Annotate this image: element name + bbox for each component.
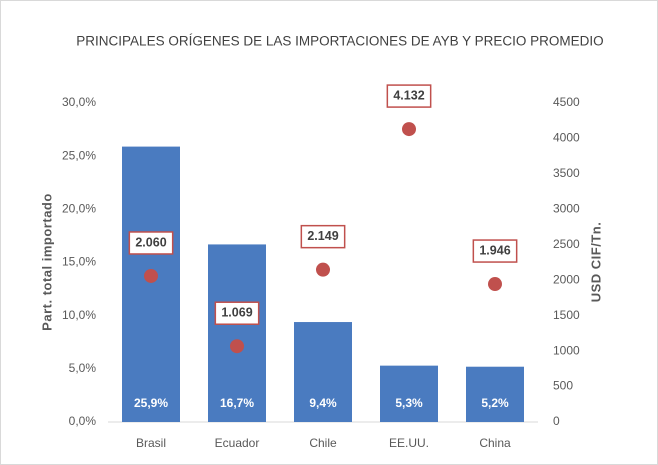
x-tick-label: China	[479, 436, 511, 450]
price-dot	[488, 277, 502, 292]
bar	[380, 365, 438, 422]
price-dot	[402, 122, 416, 137]
chart-title: PRINCIPALES ORÍGENES DE LAS IMPORTACIONE…	[76, 34, 603, 49]
y2-tick-label: 4500	[553, 95, 580, 109]
x-tick-label: Ecuador	[215, 436, 260, 450]
y2-axis-title: USD CIF/Tn.	[588, 222, 603, 303]
y-tick-label: 25,0%	[62, 148, 96, 162]
bar-value-label: 16,7%	[220, 396, 254, 410]
y2-tick-label: 1500	[553, 308, 580, 322]
price-value-label: 1.946	[479, 243, 510, 257]
y2-tick-label: 3000	[553, 202, 580, 216]
y2-tick-label: 3500	[553, 166, 580, 180]
bar	[122, 146, 180, 422]
price-value-label: 2.149	[307, 229, 338, 243]
y-tick-label: 5,0%	[69, 361, 97, 375]
data-label-box	[386, 84, 432, 108]
y2-tick-label: 2000	[553, 272, 580, 286]
price-dot	[230, 339, 244, 354]
y2-tick-label: 500	[553, 379, 573, 393]
bar	[294, 322, 352, 422]
bar	[466, 366, 524, 422]
data-label-box	[300, 224, 346, 249]
price-value-label: 4.132	[393, 88, 424, 102]
x-tick-label: Chile	[309, 436, 337, 450]
data-label-box	[214, 301, 260, 325]
y-tick-label: 0,0%	[69, 414, 97, 428]
data-label-box	[472, 239, 518, 263]
bar-value-label: 5,2%	[481, 396, 509, 410]
y-tick-label: 20,0%	[62, 202, 96, 216]
y-tick-label: 30,0%	[62, 95, 96, 109]
bar	[208, 244, 266, 422]
x-tick-label: Brasil	[136, 436, 166, 450]
bar-value-label: 9,4%	[309, 396, 337, 410]
bar-value-label: 25,9%	[134, 396, 168, 410]
price-value-label: 2.060	[135, 235, 166, 249]
x-tick-label: EE.UU.	[389, 436, 429, 450]
price-dot	[316, 262, 330, 277]
y-axis-title: Part. total importado	[39, 193, 54, 331]
price-dot	[144, 268, 158, 283]
y-tick-label: 15,0%	[62, 255, 96, 269]
y2-tick-label: 0	[553, 414, 560, 428]
y2-tick-label: 2500	[553, 237, 580, 251]
bar-value-label: 5,3%	[395, 396, 423, 410]
y2-tick-label: 1000	[553, 343, 580, 357]
y-tick-label: 10,0%	[62, 308, 96, 322]
price-value-label: 1.069	[221, 306, 252, 320]
data-label-box	[128, 231, 174, 255]
y2-tick-label: 4000	[553, 131, 580, 145]
